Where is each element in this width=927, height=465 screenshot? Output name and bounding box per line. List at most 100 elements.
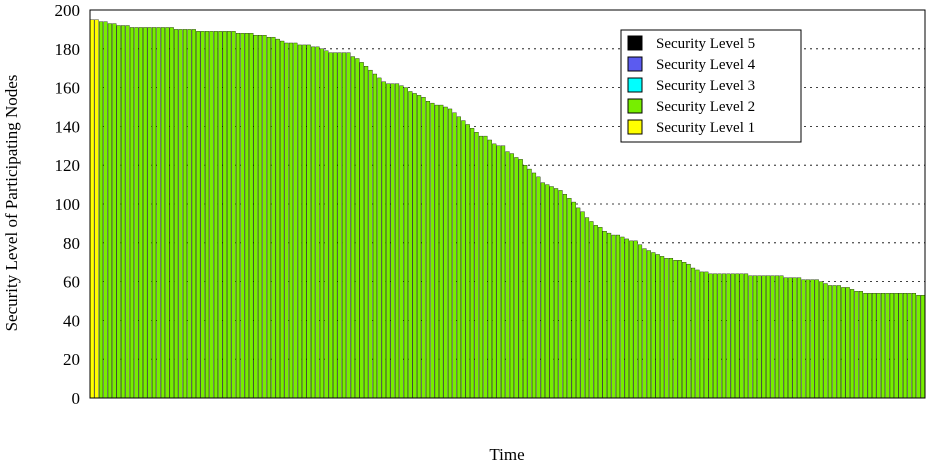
bar bbox=[677, 260, 682, 399]
bar bbox=[735, 273, 740, 399]
bar bbox=[394, 83, 400, 399]
bar bbox=[324, 50, 329, 399]
bar bbox=[770, 275, 775, 399]
bar bbox=[730, 273, 735, 399]
y-tick-label: 120 bbox=[55, 156, 81, 175]
bar bbox=[434, 104, 439, 399]
bar bbox=[147, 27, 152, 399]
legend-item: Security Level 2 bbox=[627, 98, 755, 115]
bar bbox=[589, 221, 594, 399]
bar bbox=[258, 35, 263, 399]
y-tick-label: 180 bbox=[55, 40, 81, 59]
y-tick-label: 200 bbox=[55, 1, 81, 20]
bar bbox=[611, 234, 616, 399]
bar bbox=[350, 56, 355, 399]
bar bbox=[386, 83, 391, 399]
bar bbox=[244, 33, 249, 399]
y-tick-label: 140 bbox=[55, 117, 81, 136]
bar bbox=[478, 135, 484, 399]
legend-swatch bbox=[627, 119, 643, 135]
bar bbox=[262, 35, 267, 399]
bar bbox=[156, 27, 161, 399]
bar bbox=[752, 275, 757, 399]
bar bbox=[284, 42, 289, 399]
bar bbox=[152, 27, 157, 399]
bar bbox=[333, 52, 338, 399]
bar bbox=[364, 66, 369, 399]
bar bbox=[872, 293, 877, 399]
bar bbox=[452, 112, 457, 399]
bar bbox=[668, 258, 674, 399]
bar bbox=[646, 250, 651, 399]
bar bbox=[814, 279, 819, 399]
bar bbox=[514, 157, 519, 399]
bar bbox=[355, 58, 360, 399]
bar bbox=[704, 271, 709, 399]
y-tick-label: 100 bbox=[55, 195, 81, 214]
bar bbox=[801, 279, 806, 399]
bar bbox=[536, 176, 541, 399]
bar bbox=[576, 207, 581, 399]
bar bbox=[894, 293, 899, 399]
bar bbox=[876, 293, 881, 399]
bar bbox=[624, 238, 629, 399]
bar bbox=[774, 275, 780, 399]
legend-label: Security Level 2 bbox=[656, 99, 755, 115]
bar bbox=[103, 21, 108, 399]
bar bbox=[854, 291, 859, 399]
bar bbox=[664, 258, 669, 399]
bar bbox=[368, 69, 373, 399]
bar bbox=[880, 293, 886, 399]
bar bbox=[240, 33, 245, 399]
bar bbox=[346, 52, 351, 399]
bar bbox=[174, 29, 179, 399]
bar bbox=[721, 273, 727, 399]
bar bbox=[302, 44, 307, 399]
bar bbox=[191, 29, 196, 399]
bar bbox=[788, 277, 793, 399]
bar bbox=[620, 236, 625, 399]
bar bbox=[112, 23, 117, 399]
bar bbox=[889, 293, 894, 399]
bar bbox=[562, 194, 567, 399]
bar bbox=[200, 31, 205, 399]
legend: Security Level 5 Security Level 4 Securi… bbox=[620, 29, 802, 143]
bar bbox=[315, 46, 320, 399]
bar bbox=[107, 23, 112, 399]
bar bbox=[487, 139, 492, 399]
bar bbox=[417, 95, 422, 399]
bar bbox=[637, 244, 643, 399]
bar bbox=[116, 25, 121, 399]
bar bbox=[726, 273, 731, 399]
bar bbox=[567, 198, 572, 399]
bar bbox=[319, 48, 325, 399]
bar bbox=[867, 293, 872, 399]
bar bbox=[209, 31, 214, 399]
bar bbox=[629, 240, 634, 399]
bar bbox=[288, 42, 294, 399]
y-tick-label: 40 bbox=[63, 311, 80, 330]
bar bbox=[744, 273, 749, 399]
bar bbox=[297, 44, 302, 399]
bar bbox=[841, 287, 846, 399]
bar bbox=[823, 283, 828, 399]
bar bbox=[359, 62, 364, 399]
bar bbox=[222, 31, 227, 399]
bar bbox=[381, 81, 386, 399]
bar bbox=[187, 29, 192, 399]
bar bbox=[615, 234, 621, 399]
legend-item: Security Level 4 bbox=[627, 56, 756, 73]
bar bbox=[885, 293, 890, 399]
bar bbox=[470, 128, 475, 399]
bar bbox=[412, 93, 417, 399]
bar bbox=[474, 132, 479, 399]
bar bbox=[607, 232, 612, 399]
legend-item: Security Level 3 bbox=[627, 77, 755, 94]
bar bbox=[505, 151, 510, 399]
bar bbox=[527, 168, 532, 399]
bar bbox=[492, 143, 497, 399]
y-tick-label: 20 bbox=[63, 350, 80, 369]
bar bbox=[916, 295, 921, 399]
bar bbox=[509, 153, 514, 399]
bar bbox=[403, 87, 408, 399]
